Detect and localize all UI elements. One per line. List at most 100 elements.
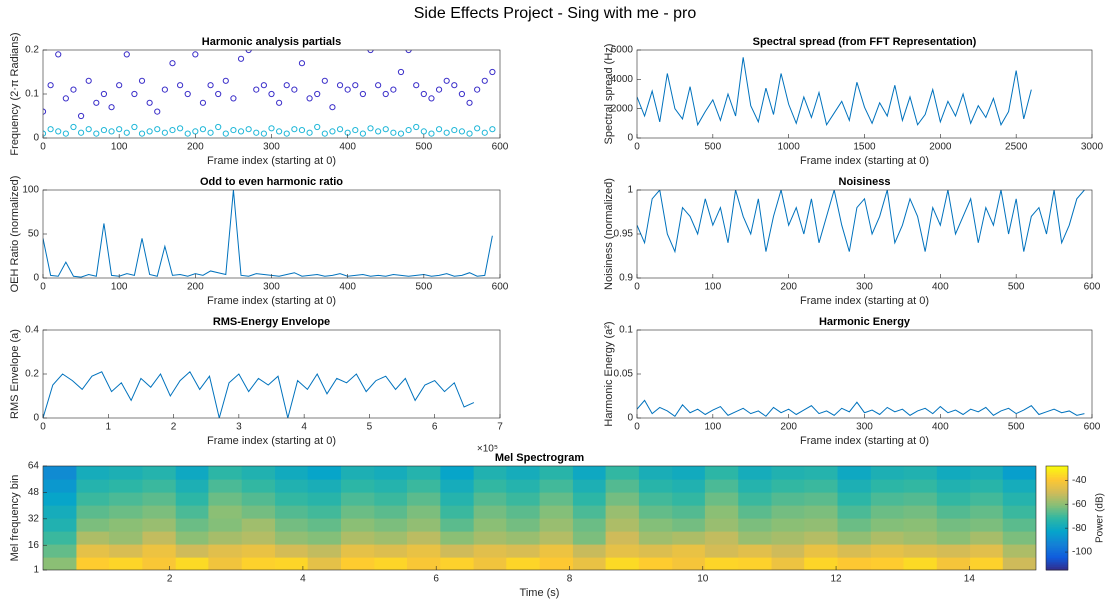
x-tick-label: 1000 <box>778 142 801 153</box>
partial-point <box>405 126 412 134</box>
heat-cell <box>970 518 1004 532</box>
heat-cell <box>804 518 838 532</box>
colorbar-segment <box>1046 512 1068 516</box>
partial-point <box>215 123 222 131</box>
partial-point <box>215 90 222 98</box>
heat-cell <box>837 556 872 570</box>
heat-cell <box>275 556 309 570</box>
y-tick-label: 0.2 <box>25 369 39 380</box>
colorbar-segment <box>1046 535 1068 538</box>
partial-point <box>375 128 382 135</box>
heat-cell <box>605 530 640 545</box>
x-tick-label: 100 <box>111 142 128 153</box>
heat-cell <box>605 544 640 558</box>
heat-cell <box>1002 530 1036 545</box>
x-tick-label: 6 <box>432 422 438 433</box>
partial-point <box>192 128 199 135</box>
partial-point <box>260 82 267 89</box>
heat-cell <box>672 478 706 493</box>
heat-cell <box>804 492 838 506</box>
colorbar-segment <box>1046 524 1068 528</box>
x-tick-label: 2 <box>171 422 177 433</box>
y-tick-label: 0.9 <box>619 273 633 284</box>
heat-cell <box>175 492 210 506</box>
y-axis-label: Spectral spread (Hz) <box>603 44 615 145</box>
axes-background <box>637 190 1092 278</box>
partial-point <box>116 82 123 89</box>
heat-cell <box>241 556 276 570</box>
x-tick-label: 200 <box>780 422 797 433</box>
y-tick-label: 50 <box>28 229 40 240</box>
partial-point <box>291 86 298 93</box>
heat-cell <box>208 492 243 506</box>
heat-cell <box>275 504 309 519</box>
partial-point <box>138 77 146 84</box>
heat-cell <box>970 556 1004 570</box>
heat-cell <box>1002 478 1036 493</box>
partial-point <box>276 99 283 106</box>
heat-cell <box>936 544 971 558</box>
heat-cell <box>175 478 210 493</box>
colorbar-frame <box>1045 465 1069 571</box>
heat-cell <box>936 466 971 480</box>
partial-point <box>298 126 306 134</box>
x-tick-label: 100 <box>704 282 721 293</box>
heat-cell <box>506 504 540 519</box>
colorbar-segment <box>1046 564 1068 568</box>
line <box>43 190 493 278</box>
heat-cell <box>374 492 409 506</box>
partial-point <box>329 128 336 135</box>
heat-cell <box>870 556 905 570</box>
partial-point <box>420 90 427 98</box>
heat-cell <box>704 530 739 545</box>
partial-point <box>177 82 184 89</box>
heat-cell <box>605 492 640 506</box>
heat-cell <box>572 478 607 493</box>
axes-title: Harmonic Energy <box>819 316 911 328</box>
partial-point <box>435 126 443 133</box>
colorbar-segment <box>1046 518 1068 521</box>
partial-point <box>199 126 207 133</box>
heat-cell <box>307 518 342 532</box>
heat-cell <box>638 544 673 558</box>
partial-point <box>382 90 389 98</box>
partial-point <box>85 77 92 84</box>
x-tick-label: 500 <box>1008 282 1025 293</box>
x-tick-label: 2000 <box>929 142 952 153</box>
partial-point <box>489 68 496 76</box>
plot-area <box>43 50 500 138</box>
x-tick-label: 6 <box>433 574 439 585</box>
heat-cell <box>936 556 971 570</box>
axes-background <box>637 330 1092 418</box>
partial-point <box>314 90 321 98</box>
partial-point <box>93 130 100 137</box>
x-tick-label: 200 <box>780 282 797 293</box>
colorbar-segment <box>1046 485 1068 488</box>
colorbar-segment <box>1046 495 1068 498</box>
partial-point <box>116 126 123 133</box>
colorbar-segment <box>1046 528 1068 531</box>
partial-point <box>77 129 85 136</box>
heat-cell <box>76 518 111 532</box>
x-tick-label: 100 <box>111 282 128 293</box>
heat-cell <box>870 530 905 545</box>
x-tick-label: 300 <box>263 282 280 293</box>
partial-point <box>474 86 481 93</box>
partial-point <box>253 129 260 136</box>
heat-cell <box>208 530 243 545</box>
heat-cell <box>307 478 342 493</box>
heat-cell <box>672 518 706 532</box>
heat-cell <box>76 544 111 558</box>
x-tick-label: 2500 <box>1005 142 1028 153</box>
heat-cell <box>142 530 177 545</box>
line <box>43 371 475 418</box>
x-tick-label: 300 <box>263 142 280 153</box>
x-tick-label: 1500 <box>853 142 876 153</box>
line <box>637 399 1085 417</box>
partial-point <box>489 126 496 133</box>
heat-cell <box>804 466 838 480</box>
heat-cell <box>506 518 540 532</box>
colorbar-segment <box>1046 471 1068 474</box>
partial-point <box>55 128 62 135</box>
heat-cell <box>605 466 640 480</box>
